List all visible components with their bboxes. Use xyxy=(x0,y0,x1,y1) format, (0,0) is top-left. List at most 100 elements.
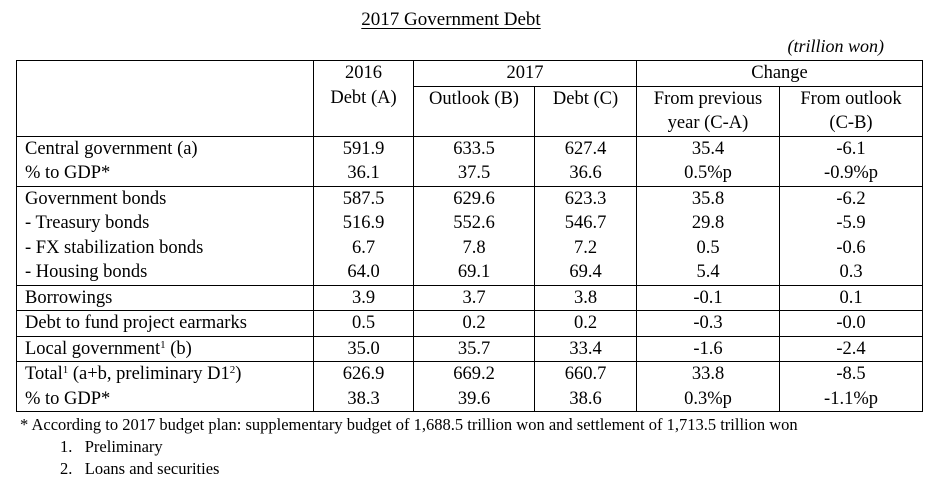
header-change: Change xyxy=(635,60,924,86)
cell-change-ca: 0.3%p xyxy=(636,386,780,412)
cell-debt-c: 69.4 xyxy=(534,260,637,285)
cell-outlook-b: 0.2 xyxy=(413,310,535,336)
row-label: Central government (a) xyxy=(16,135,314,161)
row-label: - Housing bonds xyxy=(16,260,314,285)
page-title: 2017 Government Debt xyxy=(361,9,541,30)
cell-change-ca: 0.5%p xyxy=(636,161,780,186)
cell-outlook-b: 633.5 xyxy=(413,135,535,161)
header-from-previous-2: year (C-A) xyxy=(636,111,780,136)
row-label: % to GDP* xyxy=(16,386,314,412)
cell-debt-a: 35.0 xyxy=(313,335,414,362)
row-label: Local government1 (b) xyxy=(16,335,314,362)
table-row: Total1 (a+b, preliminary D12) 626.9 669.… xyxy=(16,361,924,387)
cell-change-cb: -1.1%p xyxy=(778,386,924,412)
cell-change-cb: -2.4 xyxy=(778,335,924,362)
cell-debt-c: 3.8 xyxy=(534,284,637,311)
cell-change-cb: -6.1 xyxy=(778,135,924,161)
cell-debt-c: 627.4 xyxy=(534,135,637,161)
table-row: % to GDP* 36.1 37.5 36.6 0.5%p -0.9%p xyxy=(16,161,924,186)
cell-debt-c: 7.2 xyxy=(534,235,637,260)
cell-debt-c: 623.3 xyxy=(534,185,637,211)
cell-change-cb: -8.5 xyxy=(778,361,924,387)
header-2017: 2017 xyxy=(413,60,637,86)
cell-change-cb: -0.0 xyxy=(778,310,924,336)
cell-debt-a: 587.5 xyxy=(313,185,414,211)
cell-change-ca: -0.1 xyxy=(636,284,780,311)
cell-outlook-b: 629.6 xyxy=(413,185,535,211)
unit-label: (trillion won) xyxy=(787,36,884,56)
table-row: Debt to fund project earmarks 0.5 0.2 0.… xyxy=(16,310,924,336)
cell-change-cb: -6.2 xyxy=(778,185,924,211)
cell-debt-c: 38.6 xyxy=(534,386,637,412)
table-row: - FX stabilization bonds 6.7 7.8 7.2 0.5… xyxy=(16,235,924,260)
cell-outlook-b: 39.6 xyxy=(413,386,535,412)
cell-outlook-b: 35.7 xyxy=(413,335,535,362)
header-blank xyxy=(413,111,535,136)
cell-outlook-b: 3.7 xyxy=(413,284,535,311)
header-debt-c: Debt (C) xyxy=(534,85,637,111)
cell-debt-c: 36.6 xyxy=(534,161,637,186)
row-label: - Treasury bonds xyxy=(16,211,314,236)
cell-outlook-b: 552.6 xyxy=(413,211,535,236)
cell-change-ca: 35.4 xyxy=(636,135,780,161)
cell-change-ca: 35.8 xyxy=(636,185,780,211)
table-row: Government bonds 587.5 629.6 623.3 35.8 … xyxy=(16,185,924,211)
cell-debt-a: 36.1 xyxy=(313,161,414,186)
table-row: - Treasury bonds 516.9 552.6 546.7 29.8 … xyxy=(16,211,924,236)
header-row-2: Debt (A) Outlook (B) Debt (C) From previ… xyxy=(16,85,924,111)
cell-debt-a: 516.9 xyxy=(313,211,414,236)
cell-change-ca: 33.8 xyxy=(636,361,780,387)
row-label: % to GDP* xyxy=(16,161,314,186)
footnote-1: 1. Preliminary xyxy=(60,437,163,456)
cell-change-cb: -0.9%p xyxy=(778,161,924,186)
cell-change-cb: 0.1 xyxy=(778,284,924,311)
cell-debt-a: 3.9 xyxy=(313,284,414,311)
table-row: Borrowings 3.9 3.7 3.8 -0.1 0.1 xyxy=(16,284,924,311)
cell-debt-a: 38.3 xyxy=(313,386,414,412)
cell-outlook-b: 69.1 xyxy=(413,260,535,285)
cell-debt-a: 0.5 xyxy=(313,310,414,336)
cell-debt-c: 660.7 xyxy=(534,361,637,387)
header-blank xyxy=(16,60,314,86)
cell-change-ca: 5.4 xyxy=(636,260,780,285)
table-row: Local government1 (b) 35.0 35.7 33.4 -1.… xyxy=(16,335,924,362)
header-blank xyxy=(16,111,314,136)
header-blank xyxy=(534,111,637,136)
header-debt-a: Debt (A) xyxy=(313,86,414,111)
cell-debt-c: 33.4 xyxy=(534,335,637,362)
cell-change-cb: -5.9 xyxy=(778,211,924,236)
cell-change-ca: -0.3 xyxy=(636,310,780,336)
header-from-outlook: From outlook xyxy=(778,85,924,111)
footnote-2: 2. Loans and securities xyxy=(60,459,220,478)
header-row-1: 2016 2017 Change xyxy=(16,60,924,86)
cell-change-ca: -1.6 xyxy=(636,335,780,362)
header-blank xyxy=(313,111,414,136)
cell-outlook-b: 669.2 xyxy=(413,361,535,387)
row-label: - FX stabilization bonds xyxy=(16,235,314,260)
header-from-previous: From previous xyxy=(636,85,780,111)
cell-debt-c: 546.7 xyxy=(534,211,637,236)
table-row: - Housing bonds 64.0 69.1 69.4 5.4 0.3 xyxy=(16,260,924,285)
cell-outlook-b: 7.8 xyxy=(413,235,535,260)
footnote-star: * According to 2017 budget plan: supplem… xyxy=(20,415,798,434)
row-label: Total1 (a+b, preliminary D12) xyxy=(16,361,314,387)
cell-change-cb: 0.3 xyxy=(778,260,924,285)
cell-outlook-b: 37.5 xyxy=(413,161,535,186)
cell-debt-c: 0.2 xyxy=(534,310,637,336)
row-label: Borrowings xyxy=(16,284,314,311)
cell-debt-a: 64.0 xyxy=(313,260,414,285)
debt-table: 2016 2017 Change Debt (A) Outlook (B) De… xyxy=(16,60,924,412)
table-row: Central government (a) 591.9 633.5 627.4… xyxy=(16,135,924,161)
cell-change-ca: 29.8 xyxy=(636,211,780,236)
cell-debt-a: 6.7 xyxy=(313,235,414,260)
table-row: % to GDP* 38.3 39.6 38.6 0.3%p -1.1%p xyxy=(16,386,924,412)
cell-change-ca: 0.5 xyxy=(636,235,780,260)
row-label: Government bonds xyxy=(16,185,314,211)
header-blank xyxy=(16,86,314,111)
header-from-outlook-2: (C-B) xyxy=(778,111,924,136)
footnotes: * According to 2017 budget plan: supplem… xyxy=(20,414,798,480)
cell-change-cb: -0.6 xyxy=(778,235,924,260)
header-outlook-b: Outlook (B) xyxy=(413,85,535,111)
cell-debt-a: 626.9 xyxy=(313,361,414,387)
header-2016: 2016 xyxy=(313,60,414,86)
